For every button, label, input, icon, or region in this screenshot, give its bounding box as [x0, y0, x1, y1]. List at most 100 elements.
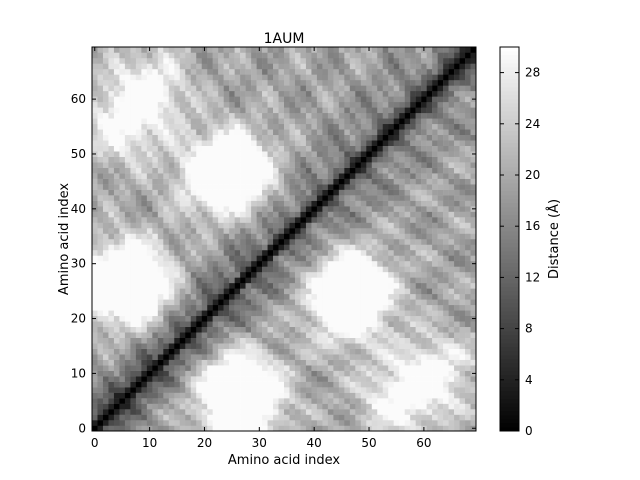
heatmap-cell: [240, 348, 246, 355]
heatmap-cell: [382, 354, 389, 360]
heatmap-cell: [305, 57, 312, 64]
heatmap-cell: [388, 282, 394, 289]
heatmap-cell: [267, 211, 274, 218]
heatmap-cell: [294, 414, 301, 421]
heatmap-cell: [338, 315, 345, 322]
heatmap-cell: [459, 255, 466, 262]
heatmap-cell: [190, 90, 197, 97]
heatmap-cell: [284, 321, 290, 328]
heatmap-cell: [382, 112, 389, 119]
heatmap-cell: [152, 85, 159, 92]
heatmap-cell: [113, 173, 120, 179]
heatmap-cell: [201, 414, 208, 421]
heatmap-cell: [152, 52, 159, 59]
heatmap-cell: [344, 63, 351, 70]
heatmap-cell: [141, 68, 148, 75]
heatmap-cell: [426, 370, 433, 377]
heatmap-cell: [432, 260, 438, 267]
heatmap-cell: [273, 101, 279, 108]
heatmap-cell: [113, 140, 120, 146]
heatmap-cell: [454, 260, 460, 267]
heatmap-cell: [415, 112, 422, 119]
heatmap-cell: [190, 409, 197, 415]
heatmap-cell: [146, 315, 153, 322]
heatmap-cell: [146, 260, 153, 267]
heatmap-cell: [355, 206, 362, 212]
heatmap-cell: [371, 112, 378, 119]
heatmap-cell: [273, 398, 279, 404]
heatmap-cell: [190, 332, 197, 338]
heatmap-cell: [223, 260, 230, 267]
heatmap-cell: [399, 162, 405, 168]
heatmap-cell: [262, 90, 268, 97]
heatmap-cell: [163, 425, 170, 432]
heatmap-cell: [229, 178, 235, 185]
heatmap-cell: [185, 129, 191, 136]
heatmap-cell: [201, 244, 208, 251]
heatmap-cell: [207, 217, 213, 223]
heatmap-cell: [234, 162, 241, 168]
heatmap-cell: [421, 206, 427, 212]
heatmap-cell: [360, 304, 367, 311]
heatmap-cell: [108, 249, 115, 256]
heatmap-cell: [415, 206, 422, 212]
heatmap-cell: [130, 107, 137, 114]
heatmap-cell: [229, 222, 235, 229]
heatmap-cell: [437, 151, 444, 157]
heatmap-cell: [108, 189, 115, 196]
heatmap-cell: [124, 112, 131, 119]
heatmap-cell: [240, 370, 246, 377]
heatmap-cell: [256, 151, 263, 157]
heatmap-cell: [360, 85, 367, 92]
heatmap-cell: [333, 260, 340, 267]
heatmap-cell: [179, 206, 186, 212]
heatmap-cell: [377, 206, 383, 212]
heatmap-cell: [130, 200, 137, 207]
heatmap-cell: [168, 162, 175, 168]
heatmap-cell: [163, 118, 170, 125]
heatmap-cell: [284, 376, 290, 382]
heatmap-cell: [207, 200, 213, 207]
heatmap-cell: [163, 255, 170, 262]
heatmap-cell: [294, 52, 301, 59]
heatmap-cell: [157, 206, 164, 212]
heatmap-cell: [262, 222, 268, 229]
heatmap-cell: [135, 239, 142, 245]
heatmap-cell: [141, 304, 148, 311]
heatmap-cell: [245, 398, 252, 404]
heatmap-cell: [465, 304, 471, 311]
colorbar-segment: [500, 355, 519, 360]
heatmap-cell: [377, 288, 383, 295]
heatmap-cell: [377, 79, 383, 86]
heatmap-cell: [410, 118, 416, 125]
heatmap-cell: [294, 376, 301, 382]
heatmap-cell: [355, 365, 362, 371]
heatmap-cell: [399, 156, 405, 163]
heatmap-cell: [124, 398, 131, 404]
heatmap-cell: [454, 266, 460, 273]
heatmap-cell: [377, 178, 383, 185]
heatmap-cell: [218, 304, 224, 311]
heatmap-cell: [294, 112, 301, 119]
heatmap-cell: [251, 288, 257, 295]
heatmap-cell: [185, 381, 191, 388]
heatmap-cell: [316, 123, 323, 130]
heatmap-cell: [218, 211, 224, 218]
heatmap-cell: [284, 233, 290, 240]
heatmap-cell: [157, 326, 164, 333]
heatmap-cell: [333, 107, 340, 114]
heatmap-cell: [311, 277, 318, 284]
heatmap-cell: [256, 321, 263, 328]
heatmap-cell: [212, 348, 219, 355]
heatmap-cell: [454, 57, 460, 64]
heatmap-cell: [174, 173, 181, 179]
heatmap-cell: [382, 195, 389, 201]
heatmap-cell: [124, 129, 131, 136]
heatmap-cell: [124, 134, 131, 141]
heatmap-cell: [119, 129, 126, 136]
heatmap-cell: [459, 68, 466, 75]
heatmap-cell: [443, 409, 449, 415]
heatmap-cell: [185, 57, 191, 64]
heatmap-cell: [207, 376, 213, 382]
